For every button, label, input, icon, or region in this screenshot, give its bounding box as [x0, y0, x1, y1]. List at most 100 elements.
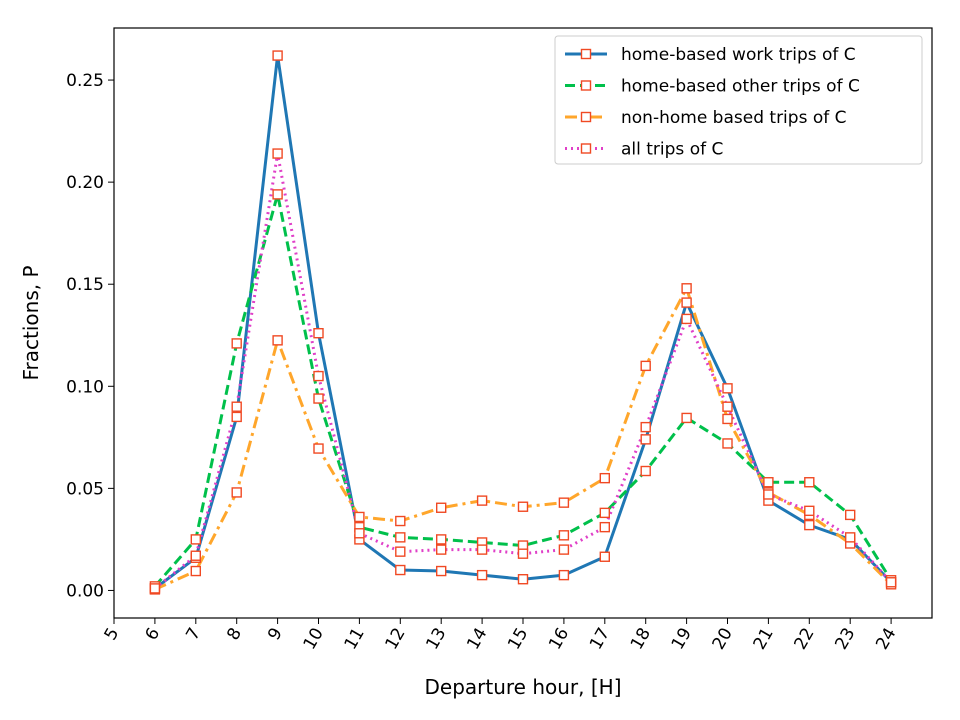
legend-label-3: non-home based trips of C — [621, 108, 847, 128]
data-point-series-4 — [722, 401, 733, 412]
data-point-series-4 — [599, 521, 610, 533]
y-axis-label: Fractions, P — [19, 265, 43, 380]
data-point-series-3 — [558, 497, 570, 508]
y-tick-label: 0.25 — [66, 71, 104, 91]
data-point-series-2 — [231, 338, 242, 349]
data-point-series-2 — [272, 189, 283, 200]
legend-box — [554, 35, 923, 165]
data-point-series-3 — [436, 502, 447, 513]
data-point-series-3 — [722, 413, 733, 425]
data-point-series-4 — [885, 577, 897, 588]
x-tick-label: 10 — [300, 625, 328, 654]
legend-marker-4 — [580, 143, 592, 154]
y-tick-label: 0.05 — [66, 479, 104, 499]
data-point-series-1 — [722, 383, 733, 394]
x-tick-label: 8 — [223, 625, 246, 644]
data-point-series-4 — [436, 544, 447, 555]
x-tick-label: 14 — [463, 625, 491, 654]
x-tick-label: 18 — [627, 625, 655, 654]
data-point-series-4 — [640, 421, 651, 433]
data-point-series-2 — [599, 507, 610, 519]
data-point-series-4 — [517, 548, 529, 559]
data-point-series-3 — [395, 515, 406, 527]
data-point-series-3 — [681, 283, 692, 294]
data-point-series-3 — [231, 487, 242, 498]
data-point-series-4 — [558, 544, 570, 555]
y-tick-label: 0.00 — [66, 581, 104, 601]
data-point-series-4 — [313, 370, 324, 382]
x-axis: 5 6 7 8 9 10 11 12 13 14 15 16 17 18 19 20 21 22 23 24 — [101, 618, 900, 654]
data-point-series-4 — [354, 528, 365, 539]
y-tick-label: 0.10 — [66, 377, 104, 397]
x-tick-label: 13 — [422, 625, 450, 654]
data-point-series-3 — [313, 443, 324, 454]
data-point-series-2 — [845, 509, 856, 521]
data-point-series-4 — [763, 489, 774, 500]
data-point-series-1 — [681, 297, 692, 308]
plot-frame — [113, 27, 933, 619]
legend: home-based work trips of C home-based oth… — [554, 35, 923, 165]
data-point-series-3 — [190, 565, 202, 577]
x-tick-label: 24 — [872, 625, 900, 654]
x-tick-label: 7 — [182, 625, 205, 644]
legend-marker-2 — [580, 80, 592, 91]
data-point-series-2 — [190, 534, 202, 545]
data-point-series-4 — [804, 505, 815, 517]
x-tick-label: 19 — [668, 625, 696, 654]
x-tick-label: 17 — [586, 625, 614, 654]
legend-label-4: all trips of C — [621, 140, 723, 160]
y-tick-label: 0.20 — [66, 173, 104, 193]
legend-marker-1 — [580, 48, 592, 60]
x-tick-label: 23 — [831, 625, 859, 654]
data-point-series-3 — [272, 335, 283, 346]
x-tick-label: 21 — [750, 625, 778, 654]
data-point-series-3 — [640, 360, 651, 372]
data-point-series-2 — [558, 530, 570, 541]
data-point-series-2 — [313, 393, 324, 404]
data-point-series-3 — [476, 495, 488, 506]
data-point-series-2 — [395, 532, 406, 543]
data-point-series-1 — [599, 551, 610, 562]
data-point-series-4 — [845, 532, 856, 543]
data-point-series-4 — [476, 544, 488, 555]
x-tick-label: 16 — [545, 625, 573, 654]
x-tick-label: 9 — [264, 625, 287, 644]
y-axis: 0.00 0.05 0.10 0.15 0.20 0.25 — [66, 71, 114, 601]
data-point-series-1 — [804, 519, 815, 531]
data-point-series-2 — [804, 477, 815, 488]
data-point-series-4 — [681, 313, 692, 325]
data-point-series-1 — [395, 564, 406, 576]
data-point-series-2 — [640, 465, 651, 477]
data-point-series-1 — [476, 569, 488, 581]
x-tick-label: 15 — [504, 625, 532, 654]
legend-marker-3 — [580, 111, 592, 123]
x-tick-label: 12 — [381, 625, 409, 654]
x-axis-label: Departure hour, [H] — [424, 675, 621, 699]
data-point-series-4 — [395, 546, 406, 557]
legend-label-2: home-based other trips of C — [621, 77, 860, 97]
data-point-series-3 — [354, 511, 365, 523]
x-tick-label: 6 — [141, 625, 164, 644]
x-tick-label: 11 — [341, 625, 369, 654]
data-point-series-2 — [722, 438, 733, 449]
data-point-series-1 — [558, 569, 570, 581]
x-tick-label: 22 — [790, 625, 818, 654]
data-point-series-4 — [231, 401, 242, 412]
data-point-series-1 — [517, 574, 529, 585]
legend-label-1: home-based work trips of C — [621, 45, 856, 65]
x-tick-label: 20 — [709, 625, 737, 654]
data-point-series-1 — [436, 565, 447, 577]
data-point-series-2 — [763, 477, 774, 488]
data-point-series-4 — [149, 583, 161, 594]
data-point-series-1 — [272, 50, 283, 61]
data-point-series-1 — [231, 411, 242, 423]
y-tick-label: 0.15 — [66, 275, 104, 295]
x-tick-label: 5 — [101, 625, 124, 644]
data-point-series-4 — [272, 148, 283, 159]
series-markers — [149, 50, 897, 595]
data-point-series-2 — [681, 412, 692, 424]
data-point-series-1 — [313, 328, 324, 339]
data-point-series-2 — [436, 534, 447, 545]
data-point-series-3 — [517, 501, 529, 512]
